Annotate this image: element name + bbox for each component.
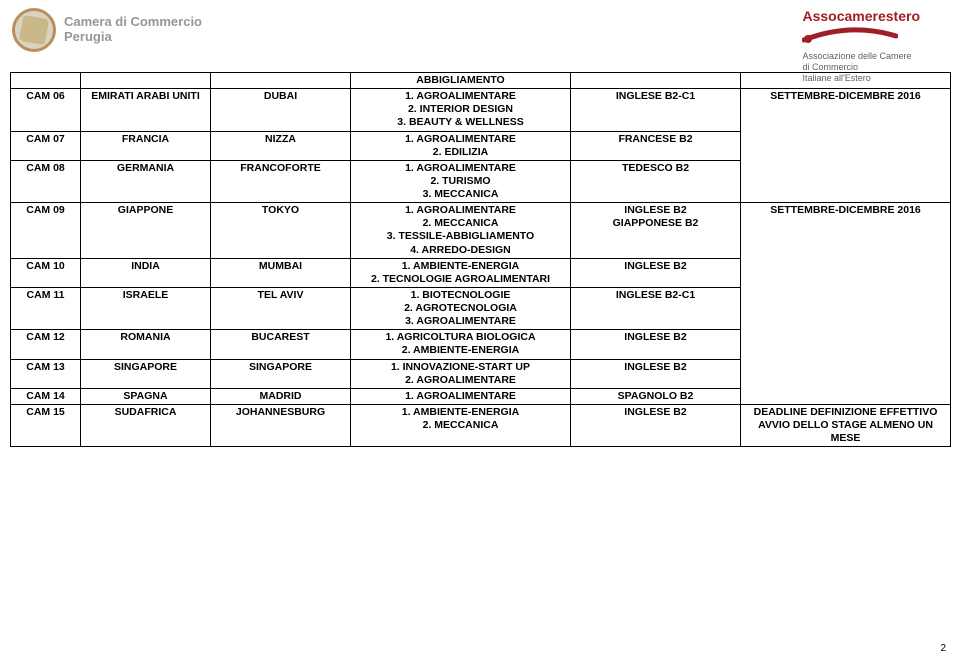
- swoosh-icon: [802, 26, 898, 46]
- logo-left-text: Camera di Commercio Perugia: [64, 15, 202, 45]
- table-row: CAM 09GIAPPONETOKYO1. AGROALIMENTARE2. M…: [11, 203, 951, 259]
- cell-lang: FRANCESE B2: [571, 131, 741, 160]
- cell-desc: 1. AGROALIMENTARE2. EDILIZIA: [351, 131, 571, 160]
- table-row: CAM 15SUDAFRICAJOHANNESBURG1. AMBIENTE-E…: [11, 404, 951, 446]
- cell-code: CAM 13: [11, 359, 81, 388]
- cell-code: CAM 09: [11, 203, 81, 259]
- cell-code: CAM 08: [11, 160, 81, 202]
- cell-code: CAM 06: [11, 89, 81, 131]
- cell-desc: 1. INNOVAZIONE-START UP2. AGROALIMENTARE: [351, 359, 571, 388]
- cell-city: BUCAREST: [211, 330, 351, 359]
- cell-desc: 1. AMBIENTE-ENERGIA2. TECNOLOGIE AGROALI…: [351, 258, 571, 287]
- cell-lang: [571, 73, 741, 89]
- emblem-icon: [12, 8, 56, 52]
- cell-period: SETTEMBRE-DICEMBRE 2016: [741, 203, 951, 405]
- cell-country: SUDAFRICA: [81, 404, 211, 446]
- cell-code: CAM 07: [11, 131, 81, 160]
- cell-lang: INGLESE B2-C1: [571, 89, 741, 131]
- cell-country: SINGAPORE: [81, 359, 211, 388]
- cell-city: [211, 73, 351, 89]
- data-table: ABBIGLIAMENTOCAM 06EMIRATI ARABI UNITIDU…: [10, 72, 951, 447]
- cell-country: EMIRATI ARABI UNITI: [81, 89, 211, 131]
- cell-desc: 1. AGROALIMENTARE2. INTERIOR DESIGN3. BE…: [351, 89, 571, 131]
- cell-city: MADRID: [211, 388, 351, 404]
- cell-country: INDIA: [81, 258, 211, 287]
- cell-code: CAM 15: [11, 404, 81, 446]
- cell-lang: INGLESE B2: [571, 359, 741, 388]
- page-number: 2: [940, 643, 946, 654]
- cell-city: TEL AVIV: [211, 287, 351, 329]
- cell-desc: 1. BIOTECNOLOGIE2. AGROTECNOLOGIA3. AGRO…: [351, 287, 571, 329]
- cell-country: SPAGNA: [81, 388, 211, 404]
- cell-lang: TEDESCO B2: [571, 160, 741, 202]
- logo-left-line2: Perugia: [64, 30, 202, 45]
- logo-right-title: Assocamerestero: [802, 8, 920, 24]
- logo-right: Assocamerestero Associazione delle Camer…: [802, 8, 920, 83]
- cell-city: DUBAI: [211, 89, 351, 131]
- cell-country: GIAPPONE: [81, 203, 211, 259]
- cell-country: FRANCIA: [81, 131, 211, 160]
- cell-desc: 1. AGROALIMENTARE: [351, 388, 571, 404]
- cell-period: SETTEMBRE-DICEMBRE 2016: [741, 89, 951, 203]
- cell-country: [81, 73, 211, 89]
- cell-city: JOHANNESBURG: [211, 404, 351, 446]
- cell-code: CAM 12: [11, 330, 81, 359]
- cell-lang: INGLESE B2GIAPPONESE B2: [571, 203, 741, 259]
- logo-right-sub: Associazione delle Camere di Commercio I…: [802, 51, 920, 83]
- cell-country: GERMANIA: [81, 160, 211, 202]
- cell-desc: 1. AGROALIMENTARE2. TURISMO3. MECCANICA: [351, 160, 571, 202]
- cell-lang: INGLESE B2-C1: [571, 287, 741, 329]
- cell-desc: 1. AGROALIMENTARE2. MECCANICA3. TESSILE-…: [351, 203, 571, 259]
- cell-lang: INGLESE B2: [571, 404, 741, 446]
- logo-left: Camera di Commercio Perugia: [12, 8, 202, 52]
- cell-desc: 1. AMBIENTE-ENERGIA2. MECCANICA: [351, 404, 571, 446]
- cell-desc: ABBIGLIAMENTO: [351, 73, 571, 89]
- page-header: Camera di Commercio Perugia Assocamerest…: [0, 0, 960, 72]
- cell-lang: INGLESE B2: [571, 330, 741, 359]
- cell-code: CAM 11: [11, 287, 81, 329]
- cell-country: ROMANIA: [81, 330, 211, 359]
- logo-left-line1: Camera di Commercio: [64, 15, 202, 30]
- cell-city: SINGAPORE: [211, 359, 351, 388]
- cell-lang: SPAGNOLO B2: [571, 388, 741, 404]
- cell-city: MUMBAI: [211, 258, 351, 287]
- cell-city: NIZZA: [211, 131, 351, 160]
- cell-city: TOKYO: [211, 203, 351, 259]
- cell-country: ISRAELE: [81, 287, 211, 329]
- cell-desc: 1. AGRICOLTURA BIOLOGICA2. AMBIENTE-ENER…: [351, 330, 571, 359]
- cell-code: CAM 14: [11, 388, 81, 404]
- table-row: CAM 06EMIRATI ARABI UNITIDUBAI1. AGROALI…: [11, 89, 951, 131]
- cell-lang: INGLESE B2: [571, 258, 741, 287]
- cell-city: FRANCOFORTE: [211, 160, 351, 202]
- cell-code: [11, 73, 81, 89]
- cell-period: DEADLINE DEFINIZIONE EFFETTIVO AVVIO DEL…: [741, 404, 951, 446]
- cell-code: CAM 10: [11, 258, 81, 287]
